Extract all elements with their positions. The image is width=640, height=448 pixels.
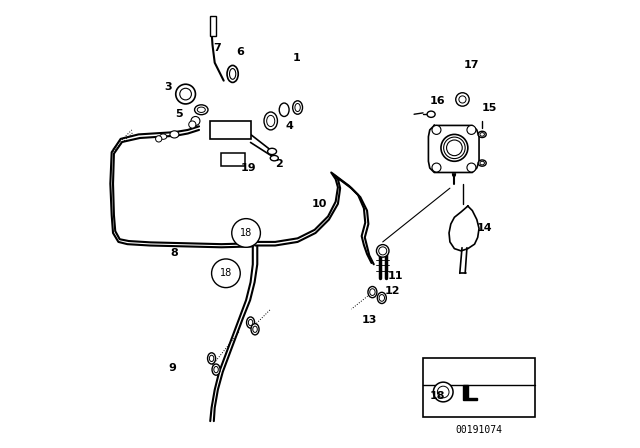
Ellipse shape [195, 105, 208, 115]
Text: 16: 16 [430, 96, 445, 106]
Text: 4: 4 [285, 121, 294, 131]
Text: 6: 6 [236, 47, 244, 56]
Ellipse shape [370, 289, 375, 296]
Circle shape [212, 259, 240, 288]
Ellipse shape [444, 137, 465, 159]
Ellipse shape [207, 353, 216, 364]
Text: 15: 15 [482, 103, 497, 113]
Ellipse shape [227, 65, 238, 82]
Text: 17: 17 [463, 60, 479, 70]
Circle shape [191, 116, 200, 125]
Polygon shape [463, 385, 477, 400]
Ellipse shape [170, 131, 179, 138]
FancyBboxPatch shape [221, 153, 245, 166]
Ellipse shape [279, 103, 289, 116]
Circle shape [467, 163, 476, 172]
Ellipse shape [159, 134, 167, 139]
Ellipse shape [480, 133, 484, 136]
Ellipse shape [264, 112, 278, 130]
Text: 2: 2 [275, 159, 283, 168]
Text: 1: 1 [293, 53, 301, 63]
Ellipse shape [427, 111, 435, 117]
Ellipse shape [267, 116, 275, 127]
Polygon shape [428, 125, 479, 172]
Ellipse shape [368, 287, 377, 298]
Text: 00191074: 00191074 [456, 425, 502, 435]
Text: 14: 14 [477, 224, 492, 233]
Ellipse shape [209, 355, 214, 362]
Ellipse shape [378, 293, 387, 304]
Circle shape [459, 96, 466, 103]
Text: 12: 12 [385, 286, 400, 296]
Ellipse shape [212, 364, 220, 375]
Circle shape [232, 219, 260, 247]
Ellipse shape [248, 319, 253, 326]
Ellipse shape [214, 366, 218, 373]
Circle shape [180, 88, 191, 100]
Text: 7: 7 [214, 43, 221, 53]
Text: 11: 11 [387, 271, 403, 281]
Ellipse shape [230, 69, 236, 79]
Ellipse shape [197, 107, 205, 112]
Circle shape [432, 125, 441, 134]
Circle shape [189, 121, 196, 128]
Ellipse shape [478, 160, 486, 166]
Ellipse shape [253, 326, 257, 332]
Ellipse shape [379, 247, 387, 255]
Text: 8: 8 [170, 248, 179, 258]
Ellipse shape [478, 131, 486, 138]
Ellipse shape [295, 103, 300, 112]
Text: 5: 5 [175, 109, 182, 119]
Circle shape [437, 386, 449, 398]
Ellipse shape [441, 134, 468, 161]
Ellipse shape [447, 140, 462, 155]
Ellipse shape [270, 155, 278, 161]
Ellipse shape [292, 101, 303, 114]
FancyBboxPatch shape [210, 16, 216, 36]
Text: 18: 18 [220, 268, 232, 278]
FancyBboxPatch shape [210, 121, 251, 139]
Ellipse shape [156, 136, 162, 142]
Ellipse shape [480, 161, 484, 165]
Text: 13: 13 [362, 315, 377, 325]
Circle shape [433, 382, 453, 402]
Ellipse shape [379, 295, 385, 302]
Ellipse shape [268, 148, 276, 155]
Circle shape [456, 93, 469, 106]
Text: 18: 18 [430, 392, 445, 401]
Circle shape [467, 125, 476, 134]
Circle shape [176, 84, 195, 104]
Text: 19: 19 [241, 163, 256, 173]
Ellipse shape [246, 317, 255, 328]
Circle shape [432, 163, 441, 172]
Text: 18: 18 [240, 228, 252, 238]
Ellipse shape [376, 245, 389, 257]
Ellipse shape [251, 323, 259, 335]
Text: 10: 10 [312, 199, 327, 209]
FancyBboxPatch shape [423, 358, 535, 417]
Text: 9: 9 [168, 363, 176, 373]
Polygon shape [449, 206, 479, 251]
Text: 3: 3 [164, 82, 172, 92]
